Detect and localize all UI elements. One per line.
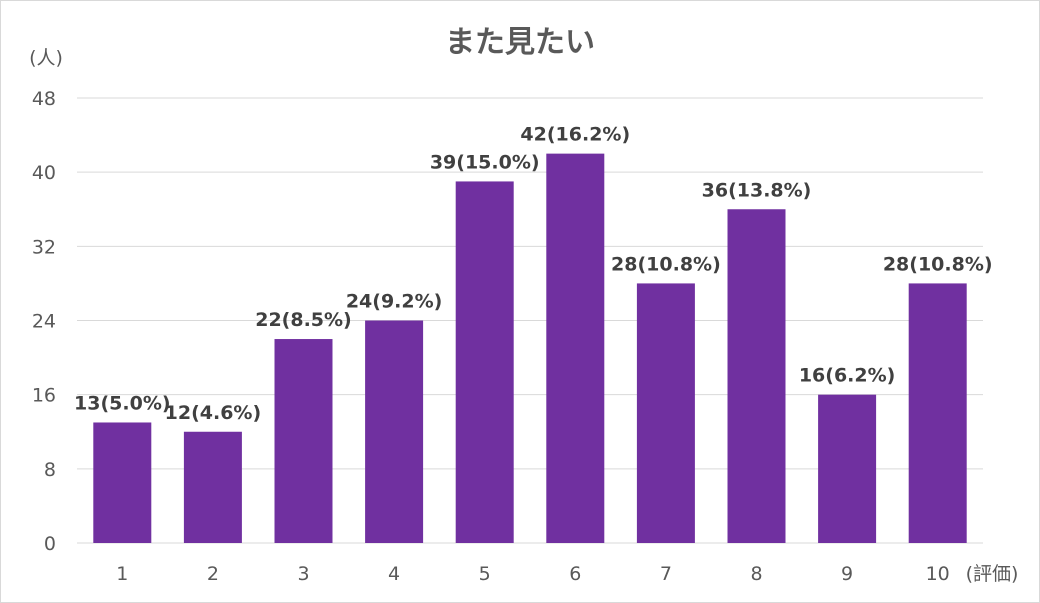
bar-8 [727,209,786,543]
data-label-3: 22(8.5%) [255,309,352,331]
x-tick-label: 5 [479,563,491,585]
data-label-6: 42(16.2%) [520,124,630,146]
y-tick-label: 32 [32,236,56,258]
y-tick-labels: 0 8 16 24 32 40 48 [32,88,56,555]
bar-10 [908,283,967,543]
bar-2 [183,431,242,543]
data-label-4: 24(9.2%) [346,291,443,313]
x-tick-label: 10 [926,563,950,585]
y-tick-label: 8 [44,459,56,481]
data-label-9: 16(6.2%) [799,365,896,387]
data-label-1: 13(5.0%) [74,392,171,414]
x-tick-label: 1 [116,563,128,585]
bar-6 [546,153,605,543]
data-label-2: 12(4.6%) [165,402,262,424]
bar-7 [636,283,695,543]
y-tick-label: 0 [44,533,56,555]
x-tick-label: 8 [750,563,762,585]
data-label-8: 36(13.8%) [702,179,812,201]
bar-1 [93,422,152,543]
x-tick-label: 7 [660,563,672,585]
x-tick-label: 4 [388,563,400,585]
x-axis-label: (評価) [966,563,1019,585]
bar-3 [274,339,333,543]
x-tick-label: 3 [297,563,309,585]
x-tick-label: 2 [207,563,219,585]
y-tick-label: 16 [32,385,56,407]
y-tick-label: 24 [32,311,56,333]
data-labels: 13(5.0%)12(4.6%) 22(8.5%)24(9.2%) 39(15.0%… [74,124,993,424]
bar-5 [455,181,514,543]
bar-4 [365,320,424,543]
data-label-10: 28(10.8%) [883,253,993,275]
x-tick-labels: 1 2 3 4 5 6 7 8 9 10 [116,563,950,585]
x-tick-label: 6 [569,563,581,585]
data-label-5: 39(15.0%) [430,151,540,173]
data-label-7: 28(10.8%) [611,253,721,275]
x-tick-label: 9 [841,563,853,585]
bars [93,153,967,543]
y-tick-label: 48 [32,88,56,110]
y-axis-label: (人) [29,47,63,69]
bar-9 [818,394,877,543]
y-tick-label: 40 [32,162,56,184]
chart-title: また見たい [445,25,595,60]
